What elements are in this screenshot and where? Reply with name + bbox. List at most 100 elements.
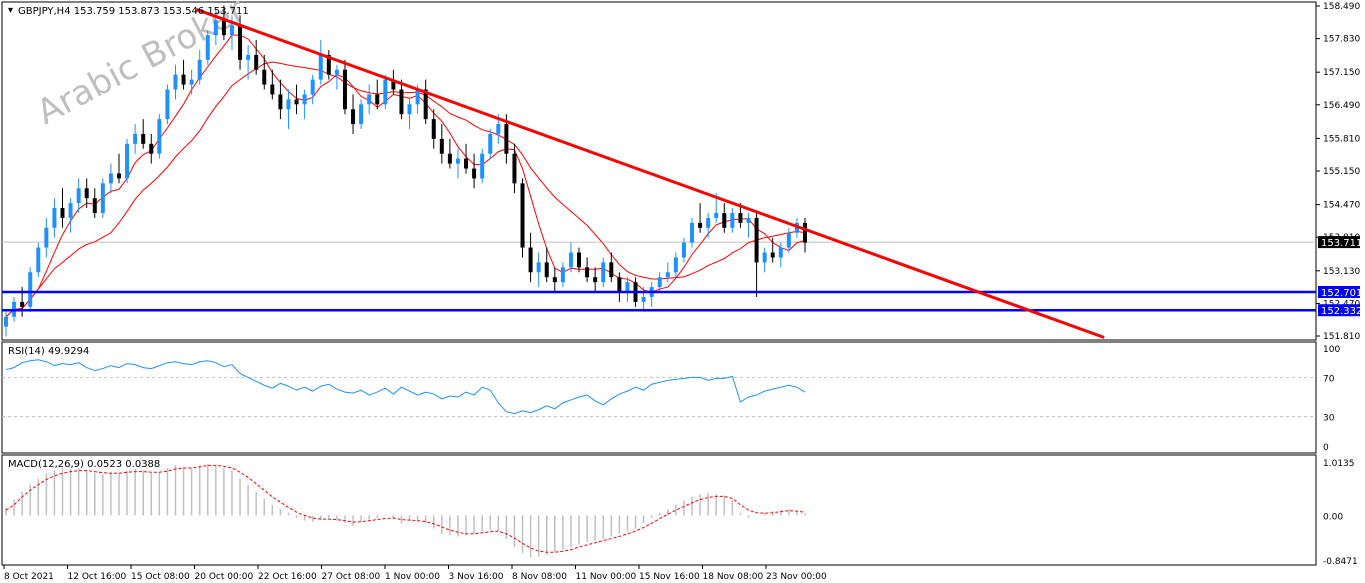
- candle-body: [593, 277, 598, 283]
- candle-body: [125, 143, 130, 179]
- candle: [770, 237, 775, 263]
- candle: [399, 79, 404, 120]
- candle: [681, 237, 686, 263]
- candle-body: [367, 94, 372, 105]
- candle-body: [512, 153, 517, 184]
- candle: [762, 247, 767, 273]
- price-tick-label: 156.490: [1323, 101, 1360, 111]
- price-tick-label: 158.490: [1323, 2, 1360, 12]
- candle-body: [447, 153, 452, 164]
- drawn-lines[interactable]: 152.701 152.332: [2, 8, 1362, 339]
- candle: [44, 217, 49, 258]
- candle-body: [464, 158, 469, 169]
- rsi-panel: [1, 341, 1317, 454]
- candle-body: [68, 203, 73, 218]
- candle-body: [351, 109, 356, 125]
- candle-body: [141, 133, 146, 144]
- candle-body: [439, 138, 444, 154]
- candle: [746, 212, 751, 238]
- candle: [278, 79, 283, 120]
- candle: [4, 311, 8, 337]
- candle-body: [673, 257, 678, 273]
- candle-body: [116, 173, 121, 179]
- candle: [383, 74, 388, 110]
- candle-body: [657, 277, 662, 288]
- price-tick-label: 157.830: [1323, 35, 1360, 45]
- candle-body: [609, 262, 614, 278]
- chart-menu-arrow-icon[interactable]: ▾: [8, 5, 13, 16]
- macd-panel: [1, 454, 1317, 566]
- macd-tick-label: -0.8471: [1323, 557, 1358, 567]
- candle-body: [770, 252, 775, 258]
- rsi-tick-label: 100: [1323, 345, 1340, 355]
- candle-body: [496, 124, 501, 134]
- candle-body: [738, 212, 743, 223]
- candle: [100, 178, 105, 218]
- candle-body: [536, 262, 541, 273]
- moving-averages: [5, 34, 806, 318]
- time-tick-label: 27 Oct 08:00: [322, 572, 381, 582]
- price-tick-label: 154.470: [1323, 201, 1360, 211]
- candle: [423, 79, 428, 125]
- candle-body: [399, 89, 404, 115]
- candle: [342, 59, 347, 115]
- candle: [528, 232, 533, 283]
- candle-body: [294, 99, 299, 105]
- candle-body: [746, 217, 751, 223]
- candle-body: [318, 54, 323, 80]
- candle: [455, 148, 460, 179]
- candle: [318, 40, 323, 85]
- candle: [60, 188, 65, 228]
- candle: [157, 114, 162, 159]
- candle: [149, 133, 154, 164]
- candle: [367, 84, 372, 115]
- candle-body: [270, 84, 275, 95]
- candle: [286, 89, 291, 130]
- candle-body: [714, 212, 719, 218]
- candle-body: [423, 89, 428, 120]
- candle: [254, 40, 259, 75]
- support-price-label: 152.701: [1321, 288, 1362, 299]
- macd-tick-label: 0.00: [1323, 512, 1343, 522]
- candle: [246, 45, 251, 80]
- candle: [359, 99, 364, 130]
- candle-body: [181, 74, 186, 85]
- candle-body: [52, 208, 57, 228]
- candle-body: [431, 119, 436, 139]
- candle: [480, 148, 485, 184]
- candle: [52, 198, 57, 238]
- candle-body: [20, 301, 25, 307]
- time-tick-label: 22 Oct 16:00: [258, 572, 317, 582]
- candle: [786, 227, 791, 253]
- price-tick-label: 155.150: [1323, 167, 1360, 177]
- candle-body: [786, 232, 791, 248]
- candle: [28, 267, 33, 312]
- candle: [262, 54, 267, 90]
- candle: [730, 208, 735, 233]
- time-tick-label: 11 Nov 00:00: [576, 572, 637, 582]
- candle-body: [407, 104, 412, 115]
- candle: [464, 143, 469, 174]
- candle-body: [681, 242, 686, 258]
- symbol-header: GBPJPY,H4 153.759 153.873 153.546 153.71…: [18, 6, 249, 17]
- candle-body: [698, 222, 703, 228]
- candle: [520, 178, 525, 258]
- candle-body: [108, 173, 113, 184]
- candle-body: [577, 252, 582, 268]
- candle-body: [278, 94, 283, 110]
- macd-label: MACD(12,26,9) 0.0523 0.0388: [8, 459, 160, 470]
- candle-body: [520, 183, 525, 248]
- trendline[interactable]: [195, 8, 1105, 339]
- candle-body: [722, 212, 727, 228]
- candle: [673, 252, 678, 278]
- time-tick-label: 3 Nov 16:00: [449, 572, 504, 582]
- moving-average-line: [5, 61, 806, 318]
- price-tick-label: 153.130: [1323, 267, 1360, 277]
- candle: [536, 252, 541, 288]
- price-tick-label: 151.810: [1323, 332, 1360, 342]
- candle-body: [375, 94, 380, 105]
- candle-body: [383, 79, 388, 105]
- time-tick-label: 15 Oct 08:00: [131, 572, 190, 582]
- time-tick-label: 20 Oct 00:00: [195, 572, 254, 582]
